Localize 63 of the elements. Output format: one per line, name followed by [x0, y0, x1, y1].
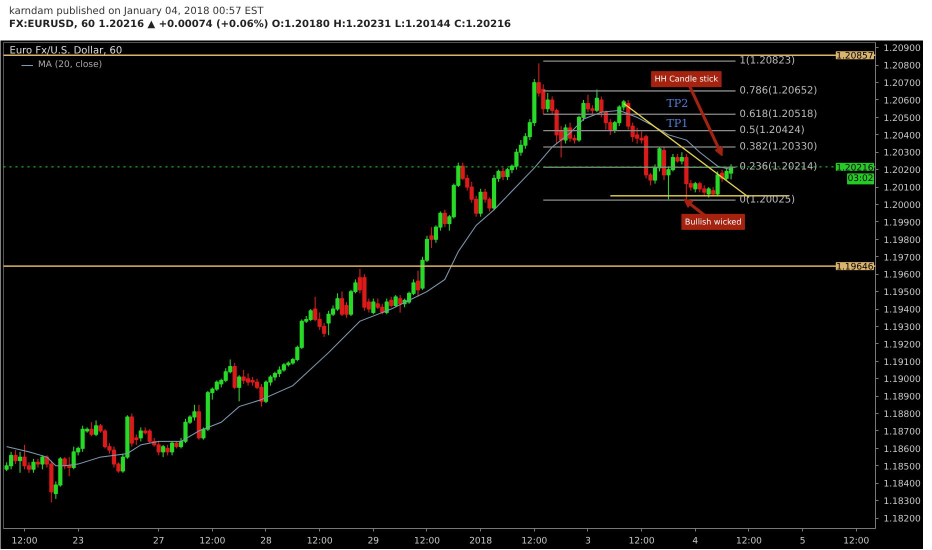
- y-tick-label: 1.20400: [884, 131, 921, 142]
- ref-line-label: 1.20216: [836, 163, 874, 174]
- y-tick-label: 1.19700: [884, 253, 921, 264]
- x-tick-label: 12:00: [521, 536, 548, 546]
- annotation: TP2: [666, 96, 688, 110]
- x-tick-label: 5: [800, 536, 806, 546]
- y-tick-label: 1.20600: [884, 96, 921, 106]
- y-tick-label: 1.19000: [884, 375, 921, 386]
- y-tick-label: 1.18600: [884, 444, 921, 455]
- y-tick-label: 1.18300: [884, 497, 921, 508]
- y-tick-label: 1.20900: [884, 44, 921, 54]
- x-tick-label: 4: [692, 536, 698, 546]
- y-tick-label: 1.18200: [884, 514, 921, 525]
- annotation: TP1: [666, 117, 688, 130]
- y-tick-label: 1.18900: [884, 392, 921, 403]
- x-tick-label: 12:00: [628, 536, 655, 546]
- chart-title: Euro Fx/U.S. Dollar, 60: [10, 46, 122, 56]
- y-tick-label: 1.19900: [884, 218, 921, 228]
- annotation: 03:02: [848, 174, 874, 184]
- text: karndam published on January 04, 2018 00:57 EST: [9, 5, 264, 18]
- x-tick-label: 2018: [469, 536, 492, 546]
- ref-line-label: 1.20857: [836, 52, 874, 62]
- y-tick-label: 1.20800: [884, 62, 921, 72]
- y-tick-label: 1.18700: [884, 427, 921, 438]
- x-tick-label: 12:00: [736, 536, 762, 546]
- x-tick-label: 3: [585, 536, 591, 546]
- annotation: HH Candle stick: [654, 74, 718, 84]
- x-tick-label: 12:00: [199, 536, 226, 546]
- series-label: 1(1.20823): [740, 56, 796, 67]
- x-tick-label: 12:00: [414, 536, 440, 546]
- x-tick-label: 27: [152, 536, 164, 546]
- series-label: 0.786(1.20652): [740, 85, 818, 96]
- y-tick-label: 1.18400: [884, 480, 921, 490]
- y-tick-label: 1.19200: [884, 340, 921, 350]
- y-tick-label: 1.18500: [884, 462, 921, 472]
- series-label: 0.5(1.20424): [740, 125, 805, 136]
- legend-label: MA (20, close): [38, 60, 102, 70]
- series-label: 0.236(1.20214): [740, 162, 818, 173]
- y-tick-label: 1.20700: [884, 79, 921, 90]
- series-label: 0.382(1.20330): [740, 142, 818, 153]
- chart-subtitle: FX:EURUSD, 60 1.20216 ▲ +0.00074 (+0.06%) O:1.20180 H:1.20231 L:1.20144 C:1.20216: [9, 18, 512, 31]
- x-tick-label: 28: [260, 536, 272, 546]
- x-tick-label: 29: [368, 536, 380, 546]
- y-tick-label: 1.19800: [884, 236, 921, 246]
- x-tick-label: 12:00: [843, 536, 870, 546]
- y-tick-label: 1.19100: [884, 358, 921, 368]
- y-tick-label: 1.19300: [884, 322, 921, 333]
- y-tick-label: 1.20500: [884, 114, 921, 124]
- x-tick-label: 12:00: [306, 536, 333, 546]
- series-label: 0.618(1.20518): [740, 108, 818, 120]
- y-tick-label: 1.20100: [884, 184, 921, 194]
- y-tick-label: 1.20300: [884, 148, 921, 159]
- y-tick-label: 1.20200: [884, 166, 921, 176]
- y-tick-label: 1.19600: [884, 270, 921, 281]
- y-tick-label: 1.18800: [884, 410, 921, 420]
- y-tick-label: 1.19500: [884, 288, 921, 298]
- y-tick-label: 1.19400: [884, 306, 921, 316]
- series-label: 0(1.20025): [740, 194, 796, 206]
- ref-line-label: 1.19646: [836, 262, 874, 273]
- x-tick-label: 23: [72, 536, 84, 546]
- x-tick-label: 12:00: [12, 536, 38, 546]
- annotation: Bullish wicked: [684, 217, 742, 226]
- y-tick-label: 1.20000: [884, 201, 921, 211]
